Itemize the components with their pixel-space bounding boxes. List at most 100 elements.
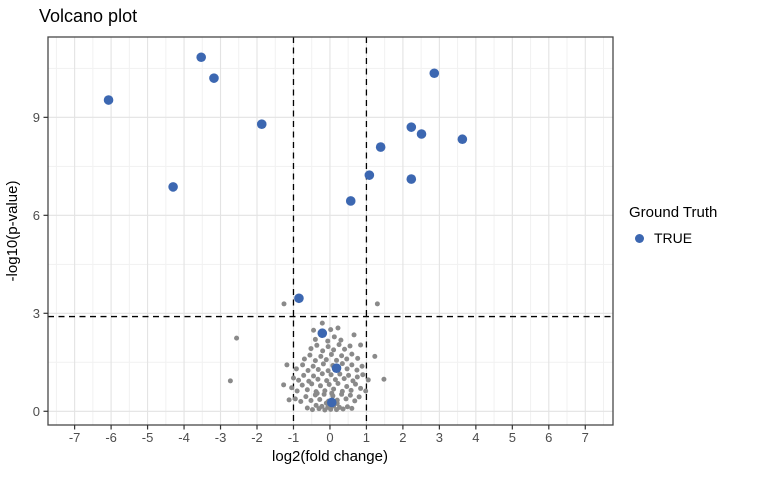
data-point-background xyxy=(354,367,360,373)
data-point-background xyxy=(301,356,307,362)
data-point-background xyxy=(284,362,290,368)
x-tick-label: -4 xyxy=(178,430,190,445)
data-point-background xyxy=(319,403,325,409)
data-point-true xyxy=(103,95,114,105)
data-point-true xyxy=(406,174,417,184)
y-tick-label: 6 xyxy=(33,208,40,223)
data-point-background xyxy=(354,374,360,380)
data-point-true xyxy=(375,142,386,152)
data-point-background xyxy=(293,366,299,372)
data-point-background xyxy=(312,358,318,364)
data-point-background xyxy=(342,346,348,352)
data-point-background xyxy=(337,371,343,377)
data-point-background xyxy=(234,335,240,341)
data-point-background xyxy=(292,396,298,402)
y-tick-label: 3 xyxy=(33,306,40,321)
data-point-background xyxy=(289,385,295,391)
data-point-background xyxy=(347,343,353,349)
data-point-background xyxy=(294,388,300,394)
data-point-true xyxy=(364,170,375,180)
data-point-background xyxy=(320,348,326,354)
data-point-background xyxy=(332,377,338,383)
data-point-background xyxy=(304,387,310,393)
y-axis-title: -log10(p-value) xyxy=(4,181,21,282)
data-point-background xyxy=(298,398,304,404)
data-point-background xyxy=(341,376,347,382)
data-point-background xyxy=(339,353,345,359)
data-point-background xyxy=(343,396,349,402)
data-point-background xyxy=(344,404,350,410)
data-point-background xyxy=(281,301,287,307)
data-point-background xyxy=(349,405,355,411)
data-point-background xyxy=(365,377,371,383)
data-point-background xyxy=(300,362,306,368)
data-point-background xyxy=(349,351,355,357)
data-point-background xyxy=(340,406,346,412)
data-point-true xyxy=(429,68,440,79)
data-point-true xyxy=(326,397,337,408)
data-point-background xyxy=(296,377,302,383)
data-point-background xyxy=(315,366,321,372)
x-tick-label: -1 xyxy=(288,430,300,445)
data-point-background xyxy=(325,338,331,344)
data-point-background xyxy=(335,381,341,387)
legend-point-swatch xyxy=(635,233,644,243)
data-point-background xyxy=(334,357,340,363)
data-point-background xyxy=(311,373,317,379)
data-point-background xyxy=(355,355,361,361)
data-point-background xyxy=(312,336,318,342)
data-point-background xyxy=(301,372,307,378)
data-point-background xyxy=(347,392,353,398)
data-point-background xyxy=(307,352,313,358)
data-point-background xyxy=(359,363,365,369)
data-point-background xyxy=(331,347,337,353)
data-point-background xyxy=(322,388,328,394)
data-point-background xyxy=(344,383,350,389)
data-point-background xyxy=(363,388,369,394)
data-point-background xyxy=(331,334,337,340)
data-point-true xyxy=(406,122,417,132)
chart-title: Volcano plot xyxy=(39,6,138,26)
data-point-background xyxy=(358,342,364,348)
data-point-background xyxy=(318,353,324,359)
x-tick-label: 1 xyxy=(363,430,370,445)
data-point-background xyxy=(328,406,334,412)
x-axis-title: log2(fold change) xyxy=(272,448,388,465)
data-point-background xyxy=(310,363,316,369)
legend-item-true: TRUE xyxy=(629,230,717,246)
data-point-background xyxy=(352,398,358,404)
x-tick-label: 6 xyxy=(545,430,552,445)
data-point-background xyxy=(320,361,326,367)
data-point-background xyxy=(305,367,311,373)
data-point-background xyxy=(308,346,314,352)
y-tick-label: 0 xyxy=(33,404,40,419)
data-point-background xyxy=(323,357,329,363)
x-tick-label: 5 xyxy=(509,430,516,445)
data-point-background xyxy=(314,342,320,348)
data-point-true xyxy=(317,328,328,339)
data-point-background xyxy=(328,372,334,378)
x-tick-label: 7 xyxy=(582,430,589,445)
data-point-background xyxy=(339,361,345,367)
legend: Ground Truth TRUE xyxy=(629,204,717,246)
data-point-true xyxy=(331,363,342,373)
x-tick-label: -5 xyxy=(142,430,154,445)
data-point-true xyxy=(209,73,219,83)
data-point-background xyxy=(346,372,352,378)
data-point-background xyxy=(290,375,296,381)
data-point-background xyxy=(326,382,332,388)
data-point-background xyxy=(374,301,380,307)
data-point-background xyxy=(328,327,334,333)
data-point-background xyxy=(319,320,325,326)
data-point-background xyxy=(350,378,356,384)
data-point-true xyxy=(416,129,427,139)
data-point-background xyxy=(311,327,317,333)
legend-item-label: TRUE xyxy=(654,230,693,246)
x-tick-label: -7 xyxy=(69,430,81,445)
data-point-background xyxy=(325,368,331,374)
data-point-background xyxy=(338,337,344,343)
data-point-true xyxy=(294,293,304,304)
data-point-background xyxy=(317,397,323,403)
x-tick-label: -6 xyxy=(105,430,117,445)
data-point-background xyxy=(227,378,233,384)
